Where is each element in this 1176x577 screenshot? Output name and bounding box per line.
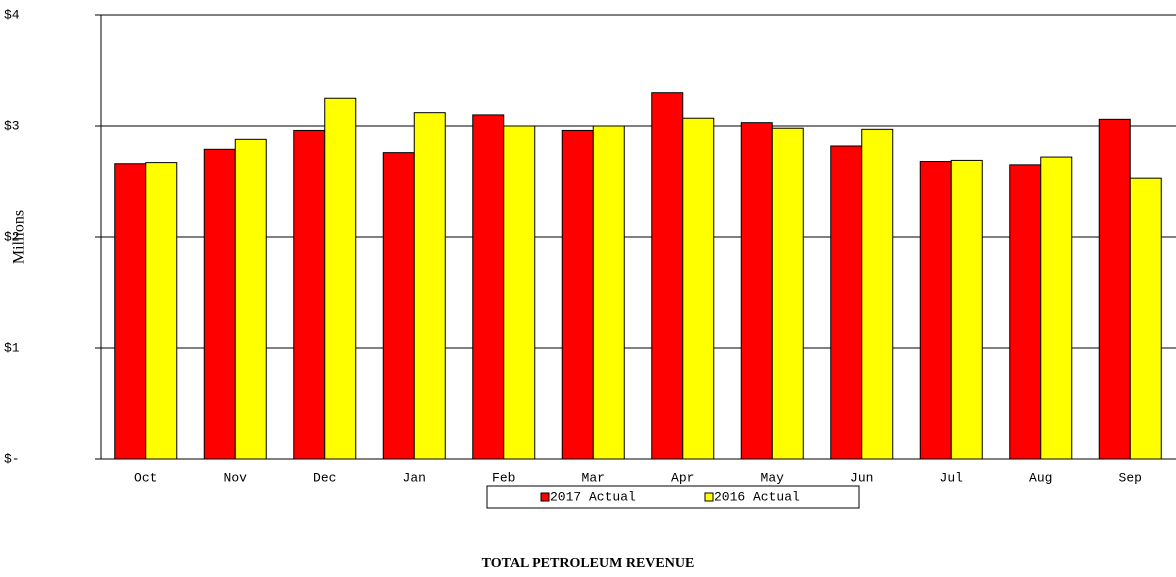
x-tick-label: Nov <box>224 470 248 485</box>
x-tick-label: Jun <box>850 470 873 485</box>
x-tick-label: Apr <box>671 470 694 485</box>
y-tick-label: $4 <box>4 7 20 22</box>
bar <box>561 129 594 460</box>
bar <box>1040 156 1073 460</box>
bar <box>950 159 983 460</box>
y-tick-label: $1 <box>4 340 20 355</box>
bar <box>1098 118 1131 460</box>
bar <box>293 129 326 460</box>
x-tick-label: Mar <box>582 470 605 485</box>
x-tick-label: Aug <box>1029 470 1052 485</box>
bar <box>651 92 684 460</box>
x-tick-label: Jan <box>403 470 426 485</box>
bar <box>919 161 952 460</box>
y-axis-label: Millions <box>11 210 28 264</box>
bar <box>382 152 415 460</box>
y-tick-label: $2 <box>4 229 20 244</box>
bar <box>861 128 894 460</box>
legend-label: 2017 Actual <box>550 489 636 504</box>
y-tick-label: $- <box>4 451 20 466</box>
bar <box>682 117 715 460</box>
legend-swatch <box>540 492 550 502</box>
bar <box>740 122 773 460</box>
bar <box>1009 164 1042 460</box>
bar <box>830 145 863 460</box>
bar <box>592 125 625 460</box>
bar <box>203 148 236 460</box>
chart-title: TOTAL PETROLEUM REVENUE <box>482 556 695 571</box>
bar <box>413 112 446 460</box>
y-tick-label: $3 <box>4 118 20 133</box>
bar <box>145 162 178 460</box>
bar <box>472 114 505 460</box>
bar <box>1129 177 1162 460</box>
bar <box>114 163 147 460</box>
x-tick-label: Feb <box>492 470 515 485</box>
bar <box>324 97 357 460</box>
legend-label: 2016 Actual <box>714 489 800 504</box>
legend-swatch <box>704 492 714 502</box>
x-tick-label: Dec <box>313 470 336 485</box>
bar <box>771 127 804 460</box>
bar <box>234 138 267 460</box>
x-tick-label: Oct <box>134 470 157 485</box>
x-tick-label: Sep <box>1119 470 1142 485</box>
bar <box>503 125 536 460</box>
legend-box <box>486 485 860 509</box>
x-tick-label: May <box>761 470 785 485</box>
x-tick-label: Jul <box>940 470 964 485</box>
